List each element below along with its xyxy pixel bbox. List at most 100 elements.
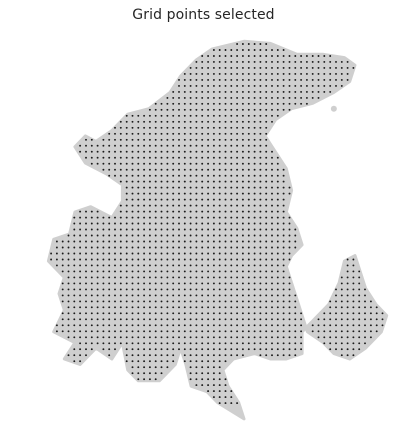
grid-point xyxy=(241,126,244,129)
grid-point xyxy=(160,294,163,297)
grid-point xyxy=(73,336,76,339)
grid-point xyxy=(305,55,308,57)
grid-point xyxy=(346,354,349,357)
grid-point xyxy=(288,330,291,333)
grid-point xyxy=(85,210,87,213)
grid-point xyxy=(236,120,239,123)
grid-point xyxy=(67,282,70,285)
grid-point xyxy=(67,306,70,309)
grid-point xyxy=(131,342,134,345)
grid-point xyxy=(55,264,58,267)
grid-point xyxy=(224,162,227,165)
grid-point xyxy=(61,258,64,261)
grid-point xyxy=(148,108,151,111)
grid-point xyxy=(230,144,233,147)
grid-point xyxy=(143,258,146,261)
grid-point xyxy=(96,276,99,279)
grid-point xyxy=(143,324,146,327)
grid-point xyxy=(212,378,215,381)
grid-point xyxy=(108,342,111,345)
grid-point xyxy=(218,102,221,105)
grid-point xyxy=(166,288,169,291)
grid-point xyxy=(178,138,180,141)
grid-point xyxy=(148,372,151,375)
grid-point xyxy=(259,102,262,105)
grid-point xyxy=(178,168,180,171)
grid-point xyxy=(166,150,169,153)
grid-point xyxy=(265,258,268,261)
grid-point xyxy=(230,150,233,153)
grid-point xyxy=(195,252,198,255)
grid-point xyxy=(241,43,244,45)
grid-point xyxy=(160,120,163,123)
grid-point xyxy=(241,108,244,111)
grid-point xyxy=(358,276,361,279)
grid-point xyxy=(276,204,279,207)
grid-point xyxy=(271,264,273,267)
grid-point xyxy=(61,294,64,297)
grid-point xyxy=(247,132,250,135)
grid-point xyxy=(178,102,180,105)
grid-point xyxy=(195,102,198,105)
grid-point xyxy=(85,300,87,303)
grid-point xyxy=(340,300,343,303)
grid-point xyxy=(259,108,262,111)
grid-point xyxy=(85,258,87,261)
grid-point xyxy=(131,144,134,147)
grid-point xyxy=(131,258,134,261)
grid-point xyxy=(125,354,128,357)
grid-point xyxy=(241,174,244,177)
grid-point xyxy=(108,162,111,165)
grid-point xyxy=(253,132,256,135)
grid-point xyxy=(201,168,204,171)
grid-point xyxy=(137,282,140,285)
grid-point xyxy=(288,300,291,303)
grid-point xyxy=(241,156,244,159)
grid-point xyxy=(55,240,58,243)
grid-point xyxy=(271,204,273,207)
grid-point xyxy=(236,174,239,177)
grid-point xyxy=(137,246,140,249)
grid-point xyxy=(90,306,93,309)
grid-point xyxy=(369,300,372,303)
grid-point xyxy=(79,234,82,237)
grid-point xyxy=(166,270,169,273)
grid-point xyxy=(201,240,204,243)
grid-point xyxy=(178,162,180,165)
grid-point xyxy=(241,66,244,69)
grid-point xyxy=(73,240,76,243)
grid-point xyxy=(253,324,256,327)
grid-point xyxy=(271,150,273,153)
grid-point xyxy=(189,102,192,105)
grid-point xyxy=(224,174,227,177)
grid-point xyxy=(195,228,198,231)
grid-point xyxy=(218,342,221,345)
grid-point xyxy=(352,318,355,321)
grid-point xyxy=(230,78,233,81)
grid-point xyxy=(294,228,297,231)
grid-point xyxy=(311,66,314,69)
grid-point xyxy=(189,372,192,375)
grid-point xyxy=(90,276,93,279)
grid-point xyxy=(276,114,279,117)
grid-point xyxy=(340,66,343,69)
grid-point xyxy=(253,258,256,261)
grid-point xyxy=(294,102,297,105)
grid-point xyxy=(271,342,273,345)
grid-point xyxy=(230,120,233,123)
grid-point xyxy=(335,72,337,75)
grid-point xyxy=(358,282,361,285)
grid-point xyxy=(265,210,268,213)
grid-point xyxy=(340,72,343,75)
grid-point xyxy=(137,306,140,309)
grid-point xyxy=(212,318,215,321)
grid-point xyxy=(218,258,221,261)
grid-point xyxy=(137,126,140,129)
grid-point xyxy=(119,300,122,303)
grid-point xyxy=(288,252,291,255)
grid-point xyxy=(218,288,221,291)
grid-point xyxy=(166,96,169,99)
grid-point xyxy=(137,288,140,291)
grid-point xyxy=(195,78,198,81)
grid-point xyxy=(247,96,250,99)
